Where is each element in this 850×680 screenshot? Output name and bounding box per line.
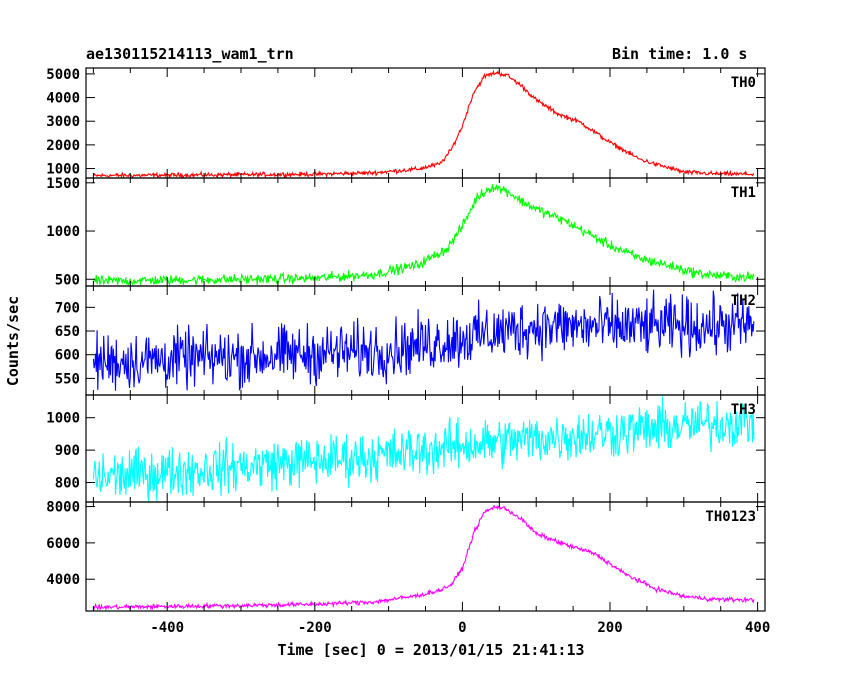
x-tick-label: -200 [298,620,332,636]
panel-th2: 550 600 650 700 TH2 [55,285,766,396]
y-axis-label: Counts/sec [4,296,22,386]
panels-layer: 10002000300040005000TH050010001500TH1550… [46,67,766,612]
panel-th2-label: TH2 [731,293,756,309]
x-tick-label: 200 [597,620,622,636]
y-tick-label: 700 [55,300,80,316]
series-th3-line [92,396,755,502]
y-tick-label: 6000 [46,536,80,552]
y-tick-label: 1000 [46,224,80,240]
y-tick-label: 1500 [46,176,80,192]
y-tick-label: 600 [55,348,80,364]
series-th1-line [92,184,755,287]
y-tick-label: 1000 [46,162,80,178]
y-tick-label: 550 [55,371,80,387]
panel-th0: 1000 2000 3000 4000 5000 TH0 [46,67,766,180]
y-tick-label: 500 [55,272,80,288]
series-th0123-line [92,504,755,612]
y-tick-label: 4000 [46,91,80,107]
panel-th0-frame [85,67,766,179]
panel-th0123: 4000 6000 8000 TH0123 [46,500,766,612]
y-tick-label: 3000 [46,114,80,130]
y-tick-label: 4000 [46,572,80,588]
x-axis: -400 -200 0 200 400 [150,620,770,636]
y-tick-label: 800 [55,476,80,492]
y-tick-label: 5000 [46,67,80,83]
y-tick-label: 2000 [46,138,80,154]
y-tick-label: 650 [55,324,80,340]
file-name-title: ae130115214113_wam1_trn [86,45,294,63]
x-tick-label: 400 [745,620,770,636]
panel-th1: 500 1000 1500 TH1 [46,176,766,288]
x-tick-label: -400 [150,620,184,636]
panel-th3: 800 900 1000 TH3 [46,394,766,503]
panel-th1-frame [85,177,766,287]
y-tick-label: 900 [55,443,80,459]
panel-th1-label: TH1 [731,185,756,201]
y-tick-label: 1000 [46,411,80,427]
series-th2-line [92,289,755,391]
panel-th0123-label: TH0123 [705,509,756,525]
panel-th0-label: TH0 [731,75,756,91]
y-tick-label: 8000 [46,500,80,516]
x-tick-label: 0 [458,620,466,636]
panel-th3-label: TH3 [731,402,756,418]
series-th0-line [92,69,755,180]
bin-time-label: Bin time: 1.0 s [612,45,748,63]
x-axis-label: Time [sec] 0 = 2013/01/15 21:41:13 [277,641,584,659]
